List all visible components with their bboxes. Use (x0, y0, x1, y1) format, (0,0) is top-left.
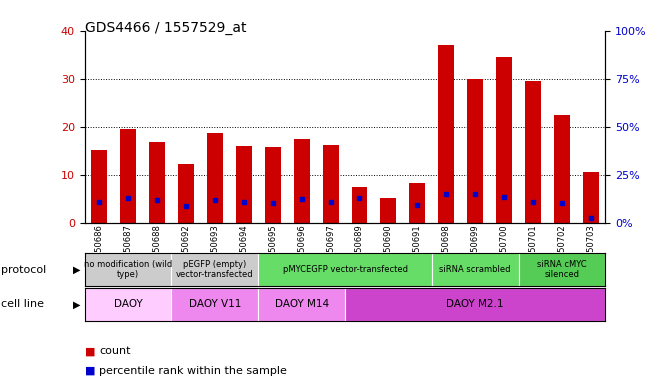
Text: ▶: ▶ (73, 265, 81, 275)
Bar (120, 129, 136, 223)
Bar (345, 288, 605, 321)
Bar (409, 184, 425, 223)
Text: siRNA scrambled: siRNA scrambled (439, 265, 511, 274)
Bar (467, 79, 483, 223)
Bar (236, 146, 252, 223)
Bar (496, 57, 512, 223)
Text: DAOY V11: DAOY V11 (189, 299, 241, 310)
Bar (432, 253, 519, 286)
Text: GDS4466 / 1557529_at: GDS4466 / 1557529_at (85, 21, 246, 35)
Bar (258, 288, 345, 321)
Text: cell line: cell line (1, 299, 44, 310)
Text: count: count (99, 346, 130, 356)
Text: protocol: protocol (1, 265, 47, 275)
Text: pEGFP (empty)
vector-transfected: pEGFP (empty) vector-transfected (176, 260, 254, 280)
Bar (294, 139, 310, 223)
Bar (265, 147, 281, 223)
Text: ▶: ▶ (73, 299, 81, 310)
Text: no modification (wild
type): no modification (wild type) (84, 260, 172, 280)
Bar (323, 145, 339, 223)
Text: DAOY: DAOY (114, 299, 143, 310)
Text: ■: ■ (85, 366, 95, 376)
Bar (258, 253, 432, 286)
Bar (178, 164, 194, 223)
Bar (583, 172, 599, 223)
Text: pMYCEGFP vector-transfected: pMYCEGFP vector-transfected (283, 265, 408, 274)
Bar (91, 150, 107, 223)
Bar (519, 253, 605, 286)
Bar (380, 198, 396, 223)
Bar (149, 142, 165, 223)
Bar (352, 187, 367, 223)
Bar (85, 288, 171, 321)
Bar (207, 133, 223, 223)
Text: ■: ■ (85, 346, 95, 356)
Bar (525, 81, 541, 223)
Bar (554, 115, 570, 223)
Bar (438, 45, 454, 223)
Text: siRNA cMYC
silenced: siRNA cMYC silenced (537, 260, 587, 280)
Text: percentile rank within the sample: percentile rank within the sample (99, 366, 287, 376)
Text: DAOY M2.1: DAOY M2.1 (447, 299, 504, 310)
Bar (171, 253, 258, 286)
Bar (85, 253, 171, 286)
Bar (171, 288, 258, 321)
Text: DAOY M14: DAOY M14 (275, 299, 329, 310)
